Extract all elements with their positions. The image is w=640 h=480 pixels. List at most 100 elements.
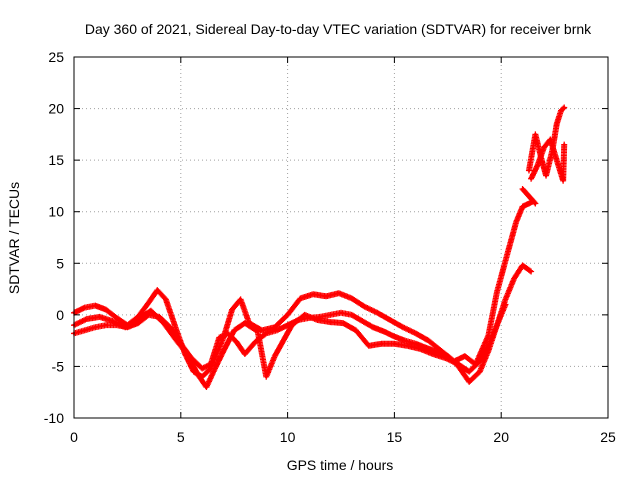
data-point [401, 325, 405, 329]
data-point [536, 163, 539, 167]
data-point [427, 339, 430, 343]
data-point [527, 194, 531, 198]
data-point [155, 288, 159, 292]
data-point [380, 342, 383, 346]
data-point [360, 319, 364, 323]
x-tick-label: 20 [493, 429, 509, 445]
data-point [83, 328, 87, 332]
data-point [478, 359, 482, 363]
y-tick-label: 0 [56, 307, 64, 323]
chart-title: Day 360 of 2021, Sidereal Day-to-day VTE… [85, 21, 592, 37]
data-point [115, 316, 119, 320]
data-point [521, 205, 524, 208]
x-axis-label: GPS time / hours [287, 457, 394, 473]
data-point [328, 320, 332, 324]
data-point [527, 169, 531, 172]
plot-frame [73, 56, 609, 419]
data-point [85, 317, 89, 321]
data-point [316, 318, 319, 322]
data-point [504, 303, 507, 306]
data-point [431, 352, 435, 356]
series-track-a [71, 198, 537, 380]
data-point [435, 350, 439, 354]
data-point [275, 328, 279, 332]
data-point [382, 329, 386, 333]
x-tick-label: 5 [177, 429, 185, 445]
data-point [123, 325, 127, 329]
data-point [209, 362, 213, 366]
data-point [562, 143, 566, 147]
data-point [243, 352, 247, 356]
data-point [559, 109, 563, 113]
data-point [393, 335, 396, 338]
data-point [467, 370, 471, 373]
data-point [371, 325, 375, 329]
data-point [478, 370, 482, 373]
data-point [403, 339, 407, 343]
data-point [521, 263, 524, 267]
data-point [147, 301, 151, 304]
data-point [205, 385, 208, 389]
data-point [185, 352, 189, 356]
data-point [533, 202, 537, 205]
data-point [299, 296, 302, 300]
data-point [104, 308, 108, 312]
data-point [486, 344, 490, 348]
data-point [136, 317, 140, 321]
data-point [506, 251, 510, 255]
data-point [512, 277, 516, 281]
y-axis-label: SDTVAR / TECUs [6, 182, 22, 294]
series-track-c [71, 301, 509, 391]
data-point [486, 334, 490, 337]
y-tick-label: 20 [48, 101, 64, 117]
data-point [286, 313, 289, 317]
data-point [495, 323, 499, 327]
data-point [83, 306, 87, 310]
data-point [324, 294, 328, 298]
y-tick-label: -5 [52, 358, 65, 374]
series-track-d [525, 104, 568, 179]
y-tick-label: -10 [44, 410, 64, 426]
data-point [514, 220, 518, 224]
data-point [561, 179, 565, 183]
data-point [273, 354, 277, 358]
series-markers [71, 198, 537, 380]
data-point [363, 305, 366, 309]
data-point [222, 349, 225, 353]
data-point [548, 138, 552, 141]
data-point [350, 296, 354, 300]
data-point [555, 158, 559, 162]
data-point [256, 329, 260, 333]
x-tick-label: 25 [600, 429, 616, 445]
data-point [260, 328, 264, 332]
data-point [414, 332, 418, 335]
data-point [226, 332, 230, 335]
data-point [234, 340, 238, 344]
y-tick-label: 15 [48, 152, 64, 168]
data-point [230, 308, 234, 312]
data-point [290, 323, 294, 327]
data-point [350, 313, 354, 317]
data-point [196, 373, 200, 377]
x-tick-label: 0 [70, 429, 78, 445]
x-tick-label: 15 [387, 429, 403, 445]
data-point [339, 311, 343, 315]
x-tick-label: 10 [280, 429, 296, 445]
data-point [367, 344, 371, 348]
data-point [337, 291, 341, 295]
data-point [444, 356, 448, 360]
y-tick-label: 5 [56, 255, 64, 271]
y-tick-label: 25 [48, 49, 64, 65]
data-point [555, 122, 559, 126]
series-track-f [519, 186, 539, 207]
data-point [388, 318, 392, 322]
axis-ticks: 0 5 10 15 20 25 -10 -5 0 5 10 15 20 25 [44, 49, 616, 445]
data-point [529, 270, 533, 273]
series-track-e [528, 136, 568, 184]
data-point [495, 290, 499, 294]
data-point [529, 177, 533, 181]
data-point [375, 311, 379, 315]
data-point [418, 347, 422, 351]
data-point [93, 325, 97, 329]
